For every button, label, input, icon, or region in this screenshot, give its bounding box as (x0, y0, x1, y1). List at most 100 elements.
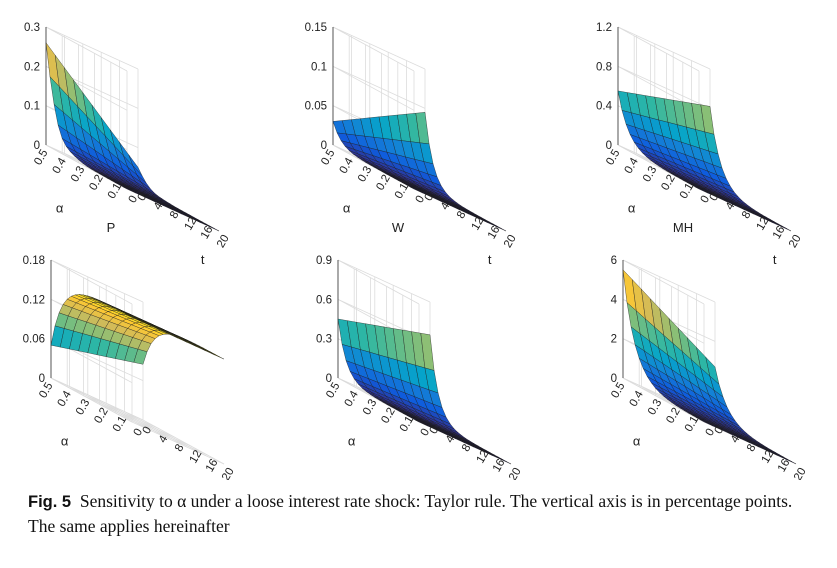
t-tick-label: 0 (141, 425, 155, 437)
z-tick-label: 0.6 (316, 294, 332, 306)
surface-patch (777, 224, 792, 232)
alpha-tick-label: 0 (419, 427, 433, 439)
z-tick-label: 0 (326, 373, 332, 385)
t-tick-label: 20 (787, 233, 804, 250)
z-tick-label: 0 (34, 140, 40, 152)
alpha-tick-label: 0.4 (343, 388, 362, 408)
surface-plot-y: 00.10.20.30.50.40.30.20.10048121620αtY (24, 0, 232, 267)
z-tick-label: 0.18 (23, 255, 45, 267)
alpha-tick-label: 0.3 (74, 397, 92, 417)
z-tick-label: 0.4 (596, 101, 613, 113)
z-tick-label: 0.15 (305, 22, 327, 34)
alpha-axis-label: α (348, 434, 356, 449)
t-tick-label: 16 (204, 457, 221, 474)
alpha-tick-label: 0.3 (641, 164, 659, 184)
z-tick-label: 0.2 (24, 61, 40, 73)
t-tick-label: 16 (486, 224, 503, 241)
alpha-axis-label: α (56, 201, 64, 216)
t-tick-label: 0 (428, 425, 442, 437)
surface-plot-n: 00.050.10.150.50.40.30.20.10048121620αtN (305, 0, 519, 267)
alpha-tick-label: 0 (414, 194, 428, 206)
panel-title: W (392, 220, 405, 235)
t-tick-label: 20 (215, 233, 232, 250)
caption-label: Fig. 5 (28, 493, 72, 511)
z-tick-label: 1.2 (596, 22, 612, 34)
t-axis-label: t (201, 252, 205, 267)
alpha-tick-label: 0 (132, 427, 146, 439)
caption-text: Sensitivity to α under a loose interest … (28, 491, 793, 536)
t-tick-label: 16 (771, 224, 788, 241)
surface-mesh (50, 294, 225, 365)
alpha-axis-label: α (628, 201, 636, 216)
z-tick-label: 4 (611, 294, 618, 306)
surface-mesh (337, 318, 512, 465)
t-tick-label: 20 (220, 466, 237, 480)
surface-patch (782, 457, 797, 465)
t-tick-label: 20 (507, 466, 524, 480)
surface-patch (492, 224, 507, 232)
figure-caption: Fig. 5 Sensitivity to α under a loose in… (28, 489, 818, 538)
z-tick-label: 0.1 (311, 61, 327, 73)
surface-patch (497, 457, 512, 465)
t-tick-label: 20 (502, 233, 519, 250)
surface-plot-mf: 00.40.81.20.50.40.30.20.10048121620αtMF (596, 0, 804, 267)
t-tick-label: 0 (708, 192, 722, 204)
figure-surface-plots: 00.10.20.30.50.40.30.20.10048121620αtY00… (23, 0, 809, 480)
t-tick-label: 8 (740, 209, 754, 221)
t-tick-label: 8 (455, 209, 469, 221)
panel-title: MH (673, 220, 693, 235)
z-tick-label: 2 (611, 334, 617, 346)
t-tick-label: 16 (199, 224, 216, 241)
z-tick-label: 0 (606, 140, 612, 152)
t-axis-label: t (488, 252, 492, 267)
t-tick-label: 12 (760, 448, 777, 465)
panel-title: Y (102, 0, 111, 2)
z-tick-label: 0.06 (23, 334, 45, 346)
alpha-tick-label: 0.3 (69, 164, 87, 184)
t-tick-label: 12 (470, 215, 487, 232)
t-tick-label: 12 (755, 215, 772, 232)
z-tick-label: 0 (611, 373, 617, 385)
alpha-tick-label: 0 (704, 427, 718, 439)
t-tick-label: 12 (188, 448, 205, 465)
z-tick-label: 0.3 (316, 334, 332, 346)
z-tick-label: 0.12 (23, 294, 45, 306)
surface-mesh (45, 42, 220, 232)
z-tick-label: 6 (611, 255, 617, 267)
alpha-tick-label: 0.4 (623, 155, 642, 175)
t-axis-label: t (773, 252, 777, 267)
t-tick-label: 0 (423, 192, 437, 204)
alpha-tick-label: 0 (699, 194, 713, 206)
z-tick-label: 0.1 (24, 101, 40, 113)
alpha-tick-label: 0.4 (56, 388, 75, 408)
z-tick-label: 0.9 (316, 255, 332, 267)
t-tick-label: 16 (776, 457, 793, 474)
alpha-tick-label: 0.3 (646, 397, 664, 417)
surface-plot-w: 00.30.60.90.50.40.30.20.10048121620αtW (316, 220, 524, 480)
alpha-tick-label: 0.4 (338, 155, 357, 175)
surface-patch (210, 352, 225, 360)
alpha-tick-label: 0.4 (51, 155, 70, 175)
t-tick-label: 8 (168, 209, 182, 221)
panel-title: MF (669, 0, 688, 2)
t-tick-label: 16 (491, 457, 508, 474)
t-tick-label: 12 (475, 448, 492, 465)
alpha-tick-label: 0.3 (361, 397, 379, 417)
panel-title: N (388, 0, 397, 2)
t-tick-label: 8 (173, 442, 187, 454)
surface-mesh (332, 112, 507, 232)
t-tick-label: 0 (136, 192, 150, 204)
z-tick-label: 0 (321, 140, 327, 152)
t-tick-label: 8 (745, 442, 759, 454)
t-tick-label: 20 (792, 466, 809, 480)
z-tick-label: 0.3 (24, 22, 40, 34)
alpha-tick-label: 0.4 (628, 388, 647, 408)
t-tick-label: 8 (460, 442, 474, 454)
t-tick-label: 12 (183, 215, 200, 232)
surface-plot-p: 00.060.120.180.50.40.30.20.10048121620αt… (23, 220, 237, 480)
z-tick-label: 0.05 (305, 101, 327, 113)
alpha-axis-label: α (633, 434, 641, 449)
alpha-axis-label: α (343, 201, 351, 216)
alpha-axis-label: α (61, 434, 69, 449)
